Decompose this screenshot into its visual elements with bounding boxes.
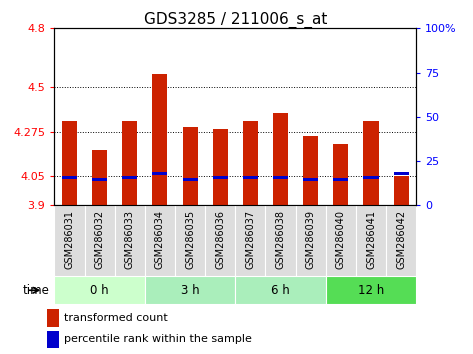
FancyBboxPatch shape bbox=[54, 205, 85, 276]
FancyBboxPatch shape bbox=[205, 205, 235, 276]
Bar bbox=[183, 127, 198, 205]
FancyBboxPatch shape bbox=[386, 205, 416, 276]
Bar bbox=[152, 74, 167, 205]
Text: GSM286032: GSM286032 bbox=[95, 210, 105, 269]
Text: GSM286034: GSM286034 bbox=[155, 210, 165, 269]
Bar bbox=[333, 144, 349, 205]
Text: 12 h: 12 h bbox=[358, 284, 384, 297]
Bar bbox=[47, 309, 59, 326]
Text: GSM286033: GSM286033 bbox=[125, 210, 135, 269]
Bar bbox=[213, 176, 228, 179]
FancyBboxPatch shape bbox=[356, 205, 386, 276]
FancyBboxPatch shape bbox=[85, 205, 114, 276]
FancyBboxPatch shape bbox=[296, 205, 326, 276]
FancyBboxPatch shape bbox=[145, 276, 235, 304]
Text: GSM286041: GSM286041 bbox=[366, 210, 376, 269]
FancyBboxPatch shape bbox=[235, 276, 326, 304]
Title: GDS3285 / 211006_s_at: GDS3285 / 211006_s_at bbox=[144, 12, 327, 28]
FancyBboxPatch shape bbox=[175, 205, 205, 276]
Bar bbox=[273, 113, 288, 205]
FancyBboxPatch shape bbox=[235, 205, 265, 276]
Bar bbox=[152, 172, 167, 175]
Text: GSM286039: GSM286039 bbox=[306, 210, 315, 269]
Text: 6 h: 6 h bbox=[271, 284, 290, 297]
Bar bbox=[273, 176, 288, 179]
Text: GSM286038: GSM286038 bbox=[276, 210, 286, 269]
FancyBboxPatch shape bbox=[326, 205, 356, 276]
Bar bbox=[122, 176, 137, 179]
FancyBboxPatch shape bbox=[114, 205, 145, 276]
Text: time: time bbox=[23, 284, 50, 297]
Bar bbox=[47, 331, 59, 348]
Bar bbox=[394, 172, 409, 175]
Bar bbox=[62, 176, 77, 179]
Text: transformed count: transformed count bbox=[64, 313, 167, 323]
Text: percentile rank within the sample: percentile rank within the sample bbox=[64, 335, 252, 344]
Bar bbox=[303, 178, 318, 181]
Text: GSM286036: GSM286036 bbox=[215, 210, 225, 269]
Bar bbox=[243, 176, 258, 179]
FancyBboxPatch shape bbox=[265, 205, 296, 276]
Bar bbox=[363, 121, 378, 205]
Bar bbox=[394, 176, 409, 205]
Text: GSM286037: GSM286037 bbox=[245, 210, 255, 269]
Bar bbox=[92, 178, 107, 181]
Bar bbox=[303, 137, 318, 205]
Bar bbox=[183, 178, 198, 181]
FancyBboxPatch shape bbox=[326, 276, 416, 304]
Bar bbox=[243, 121, 258, 205]
Text: GSM286042: GSM286042 bbox=[396, 210, 406, 269]
Bar bbox=[213, 129, 228, 205]
Text: 0 h: 0 h bbox=[90, 284, 109, 297]
Bar bbox=[363, 176, 378, 179]
Text: GSM286031: GSM286031 bbox=[64, 210, 74, 269]
Bar bbox=[333, 178, 349, 181]
Bar bbox=[62, 121, 77, 205]
Text: GSM286035: GSM286035 bbox=[185, 210, 195, 269]
FancyBboxPatch shape bbox=[145, 205, 175, 276]
FancyBboxPatch shape bbox=[54, 276, 145, 304]
Text: GSM286040: GSM286040 bbox=[336, 210, 346, 269]
Bar bbox=[122, 121, 137, 205]
Text: 3 h: 3 h bbox=[181, 284, 200, 297]
Bar bbox=[92, 150, 107, 205]
